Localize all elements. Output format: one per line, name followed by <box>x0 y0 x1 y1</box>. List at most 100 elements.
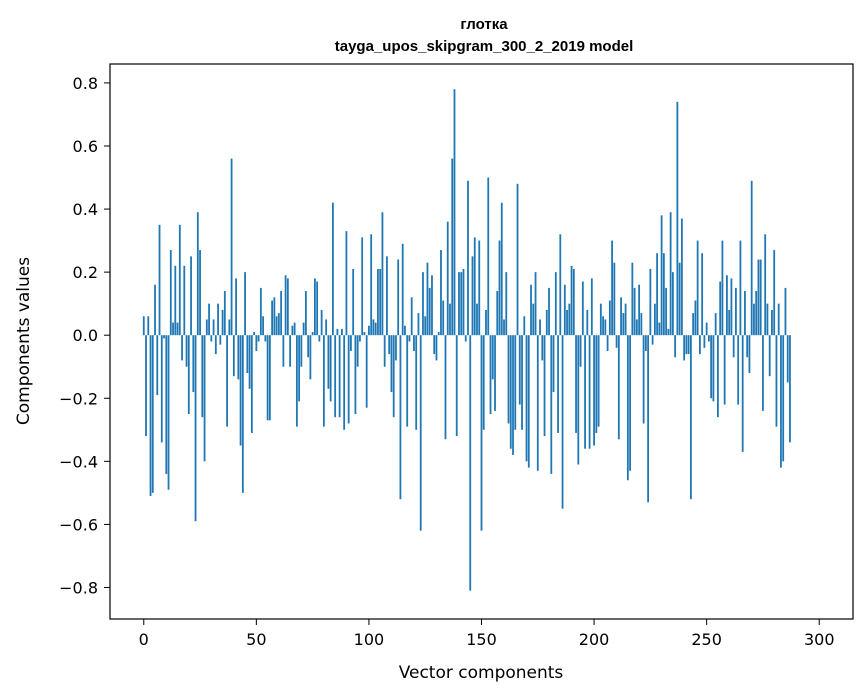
bar-149 <box>478 240 481 336</box>
bar-269 <box>748 335 751 374</box>
bar-118 <box>408 335 411 342</box>
bar-155 <box>491 335 494 380</box>
bar-182 <box>552 335 555 392</box>
bar-245 <box>694 300 697 336</box>
x-axis: 0 50 100 150 200 250 300 <box>139 619 835 649</box>
y-tick-label: 0.8 <box>73 74 98 93</box>
bar-198 <box>588 335 591 449</box>
bar-237 <box>676 101 679 336</box>
y-tick-label: −0.8 <box>59 578 98 597</box>
bar-140 <box>458 272 460 336</box>
bar-210 <box>615 335 618 348</box>
bar-229 <box>658 322 661 336</box>
bar-101 <box>370 234 373 336</box>
bar-48 <box>250 335 253 433</box>
bar-141 <box>460 272 463 336</box>
bar-57 <box>271 300 274 336</box>
bar-152 <box>485 309 487 336</box>
bar-13 <box>172 322 174 336</box>
y-axis: −0.8 −0.6 −0.4 −0.2 0.0 0.2 0.4 0.6 0.8 <box>59 74 110 597</box>
bar-80 <box>322 335 325 427</box>
bar-96 <box>359 335 361 342</box>
bar-81 <box>325 319 328 336</box>
bar-93 <box>352 268 355 336</box>
bar-77 <box>316 281 319 336</box>
bar-220 <box>638 284 641 336</box>
bar-173 <box>532 303 535 336</box>
bar-16 <box>178 224 181 336</box>
bar-272 <box>755 291 758 336</box>
bar-230 <box>660 215 663 336</box>
bar-250 <box>705 322 708 336</box>
bar-130 <box>435 335 438 361</box>
bar-177 <box>541 335 544 361</box>
bar-33 <box>217 303 219 336</box>
plot-frame <box>109 63 854 620</box>
bar-212 <box>620 297 622 336</box>
bar-72 <box>304 291 307 336</box>
bar-224 <box>647 335 650 503</box>
bar-165 <box>514 335 517 430</box>
bar-263 <box>735 287 737 336</box>
bar-285 <box>784 287 787 336</box>
bar-196 <box>584 335 586 449</box>
bar-95 <box>356 335 359 367</box>
bar-112 <box>395 335 397 361</box>
bars-group <box>142 89 791 591</box>
bar-158 <box>498 240 501 336</box>
y-tick-label: 0.2 <box>73 263 98 282</box>
x-tick-label: 0 <box>139 630 149 649</box>
bar-116 <box>404 325 406 336</box>
bar-191 <box>572 268 575 336</box>
bar-164 <box>512 335 514 456</box>
bar-170 <box>525 335 528 462</box>
bar-73 <box>307 335 310 358</box>
bar-10 <box>165 335 168 474</box>
bar-227 <box>653 303 656 336</box>
bar-24 <box>196 212 199 336</box>
bar-202 <box>597 335 600 427</box>
y-tick-label: −0.6 <box>59 515 98 534</box>
bar-148 <box>476 303 478 336</box>
bar-113 <box>397 259 400 336</box>
bar-117 <box>406 335 409 427</box>
bar-195 <box>581 281 584 336</box>
bar-274 <box>759 259 762 336</box>
bar-132 <box>440 250 442 336</box>
bar-171 <box>527 335 530 468</box>
bar-223 <box>644 335 647 351</box>
bar-150 <box>480 335 483 531</box>
bar-209 <box>613 262 616 336</box>
bar-262 <box>732 335 735 358</box>
bar-97 <box>361 237 364 336</box>
bar-188 <box>566 309 568 336</box>
bar-45 <box>244 272 246 336</box>
bar-259 <box>726 275 728 336</box>
bar-249 <box>703 335 706 348</box>
bar-83 <box>329 335 332 402</box>
bar-90 <box>345 231 348 336</box>
bar-110 <box>390 335 393 392</box>
bar-18 <box>183 265 186 336</box>
y-axis-label: Components values <box>14 257 34 425</box>
bar-255 <box>717 335 719 418</box>
bar-162 <box>507 335 510 424</box>
bar-1 <box>145 335 147 437</box>
x-tick-label: 200 <box>579 630 610 649</box>
bar-100 <box>368 325 370 336</box>
bar-186 <box>561 335 564 509</box>
x-tick-label: 150 <box>466 630 497 649</box>
bar-69 <box>298 335 301 402</box>
bar-109 <box>388 335 391 355</box>
bar-53 <box>262 316 264 336</box>
bar-260 <box>728 309 731 336</box>
bar-34 <box>219 335 222 345</box>
bar-46 <box>246 335 249 374</box>
bar-281 <box>775 335 778 427</box>
bar-135 <box>446 221 449 336</box>
bar-208 <box>611 240 613 336</box>
bar-58 <box>273 297 276 336</box>
bar-92 <box>350 335 352 351</box>
bar-28 <box>205 319 208 336</box>
bar-108 <box>386 256 388 336</box>
